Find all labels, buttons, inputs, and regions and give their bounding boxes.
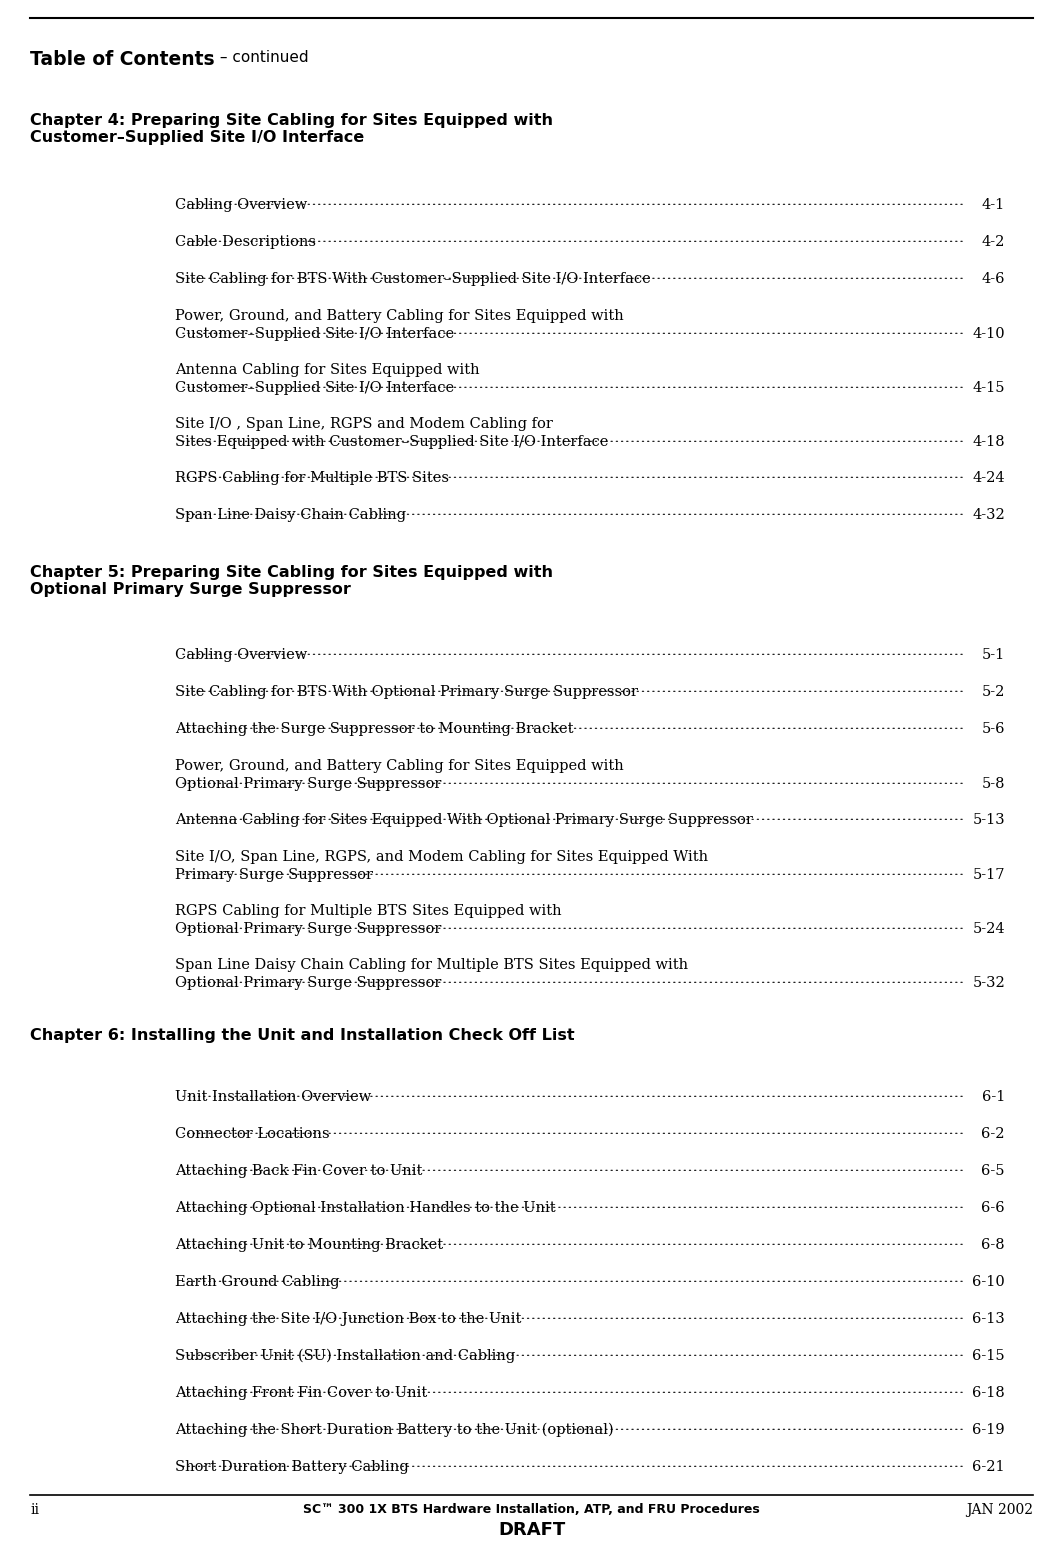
Text: Attaching Front Fin Cover to Unit: Attaching Front Fin Cover to Unit: [175, 1385, 427, 1399]
Text: 5-2: 5-2: [981, 685, 1005, 699]
Text: Site Cabling for BTS With Optional Primary Surge Suppressor: Site Cabling for BTS With Optional Prima…: [175, 685, 638, 699]
Text: Attaching Unit to Mounting Bracket: Attaching Unit to Mounting Bracket: [175, 1238, 443, 1252]
Text: DRAFT: DRAFT: [497, 1520, 566, 1539]
Text: 5-17: 5-17: [973, 868, 1005, 882]
Text: Antenna Cabling for Sites Equipped With Optional Primary Surge Suppressor: Antenna Cabling for Sites Equipped With …: [175, 814, 753, 828]
Text: 4-10: 4-10: [973, 328, 1005, 342]
Text: Site I/O , Span Line, RGPS and Modem Cabling for: Site I/O , Span Line, RGPS and Modem Cab…: [175, 418, 553, 432]
Text: Site I/O, Span Line, RGPS, and Modem Cabling for Sites Equipped With: Site I/O, Span Line, RGPS, and Modem Cab…: [175, 849, 708, 863]
Text: – continued: – continued: [215, 50, 308, 65]
Text: Cable Descriptions: Cable Descriptions: [175, 235, 316, 248]
Text: 6-2: 6-2: [981, 1127, 1005, 1141]
Text: Optional Primary Surge Suppressor: Optional Primary Surge Suppressor: [175, 922, 441, 936]
Text: 6-21: 6-21: [973, 1460, 1005, 1474]
Text: Cabling Overview: Cabling Overview: [175, 197, 307, 213]
Text: RGPS Cabling for Multiple BTS Sites: RGPS Cabling for Multiple BTS Sites: [175, 471, 449, 485]
Text: Antenna Cabling for Sites Equipped with: Antenna Cabling for Sites Equipped with: [175, 363, 479, 377]
Text: Cabling Overview: Cabling Overview: [175, 648, 307, 662]
Text: 5-32: 5-32: [973, 975, 1005, 989]
Text: Earth Ground Cabling: Earth Ground Cabling: [175, 1275, 339, 1289]
Text: 6-15: 6-15: [973, 1350, 1005, 1364]
Text: Attaching Optional Installation Handles to the Unit: Attaching Optional Installation Handles …: [175, 1200, 556, 1214]
Text: JAN 2002: JAN 2002: [966, 1503, 1033, 1517]
Text: 4-2: 4-2: [981, 235, 1005, 248]
Text: 4-6: 4-6: [981, 272, 1005, 286]
Text: Optional Primary Surge Suppressor: Optional Primary Surge Suppressor: [30, 582, 351, 598]
Text: Span Line Daisy Chain Cabling: Span Line Daisy Chain Cabling: [175, 508, 406, 522]
Text: Optional Primary Surge Suppressor: Optional Primary Surge Suppressor: [175, 776, 441, 790]
Text: ii: ii: [30, 1503, 39, 1517]
Text: Site Cabling for BTS With Customer–Supplied Site I/O Interface: Site Cabling for BTS With Customer–Suppl…: [175, 272, 651, 286]
Text: Power, Ground, and Battery Cabling for Sites Equipped with: Power, Ground, and Battery Cabling for S…: [175, 759, 624, 773]
Text: Sites Equipped with Customer–Supplied Site I/O Interface: Sites Equipped with Customer–Supplied Si…: [175, 435, 608, 449]
Text: Unit Installation Overview: Unit Installation Overview: [175, 1090, 371, 1104]
Text: 6-1: 6-1: [981, 1090, 1005, 1104]
Text: Customer–Supplied Site I/O Interface: Customer–Supplied Site I/O Interface: [175, 380, 454, 394]
Text: 5-13: 5-13: [973, 814, 1005, 828]
Text: Optional Primary Surge Suppressor: Optional Primary Surge Suppressor: [175, 975, 441, 989]
Text: Chapter 4: Preparing Site Cabling for Sites Equipped with: Chapter 4: Preparing Site Cabling for Si…: [30, 113, 553, 127]
Text: Primary Surge Suppressor: Primary Surge Suppressor: [175, 868, 373, 882]
Text: Attaching the Short Duration Battery to the Unit (optional): Attaching the Short Duration Battery to …: [175, 1423, 613, 1438]
Text: Customer–Supplied Site I/O Interface: Customer–Supplied Site I/O Interface: [30, 130, 365, 146]
Text: 6-13: 6-13: [973, 1312, 1005, 1326]
Text: Attaching the Site I/O Junction Box to the Unit: Attaching the Site I/O Junction Box to t…: [175, 1312, 521, 1326]
Text: Customer–Supplied Site I/O Interface: Customer–Supplied Site I/O Interface: [175, 328, 454, 342]
Text: 5-24: 5-24: [973, 922, 1005, 936]
Text: 4-32: 4-32: [973, 508, 1005, 522]
Text: 5-1: 5-1: [982, 648, 1005, 662]
Text: 5-8: 5-8: [981, 776, 1005, 790]
Text: Attaching Back Fin Cover to Unit: Attaching Back Fin Cover to Unit: [175, 1165, 422, 1179]
Text: Subscriber Unit (SU) Installation and Cabling: Subscriber Unit (SU) Installation and Ca…: [175, 1350, 516, 1364]
Text: 6-10: 6-10: [973, 1275, 1005, 1289]
Text: Connector Locations: Connector Locations: [175, 1127, 330, 1141]
Text: 5-6: 5-6: [981, 722, 1005, 736]
Text: Chapter 5: Preparing Site Cabling for Sites Equipped with: Chapter 5: Preparing Site Cabling for Si…: [30, 565, 553, 579]
Text: 4-18: 4-18: [973, 435, 1005, 449]
Text: RGPS Cabling for Multiple BTS Sites Equipped with: RGPS Cabling for Multiple BTS Sites Equi…: [175, 904, 561, 918]
Text: 4-1: 4-1: [982, 197, 1005, 213]
Text: 6-18: 6-18: [973, 1385, 1005, 1399]
Text: SC™ 300 1X BTS Hardware Installation, ATP, and FRU Procedures: SC™ 300 1X BTS Hardware Installation, AT…: [303, 1503, 760, 1516]
Text: 4-15: 4-15: [973, 380, 1005, 394]
Text: 6-8: 6-8: [981, 1238, 1005, 1252]
Text: Span Line Daisy Chain Cabling for Multiple BTS Sites Equipped with: Span Line Daisy Chain Cabling for Multip…: [175, 958, 688, 972]
Text: 4-24: 4-24: [973, 471, 1005, 485]
Text: Short Duration Battery Cabling: Short Duration Battery Cabling: [175, 1460, 409, 1474]
Text: 6-6: 6-6: [981, 1200, 1005, 1214]
Text: Power, Ground, and Battery Cabling for Sites Equipped with: Power, Ground, and Battery Cabling for S…: [175, 309, 624, 323]
Text: 6-5: 6-5: [981, 1165, 1005, 1179]
Text: 6-19: 6-19: [973, 1423, 1005, 1437]
Text: Attaching the Surge Suppressor to Mounting Bracket: Attaching the Surge Suppressor to Mounti…: [175, 722, 574, 736]
Text: Chapter 6: Installing the Unit and Installation Check Off List: Chapter 6: Installing the Unit and Insta…: [30, 1028, 575, 1044]
Text: Table of Contents: Table of Contents: [30, 50, 215, 68]
